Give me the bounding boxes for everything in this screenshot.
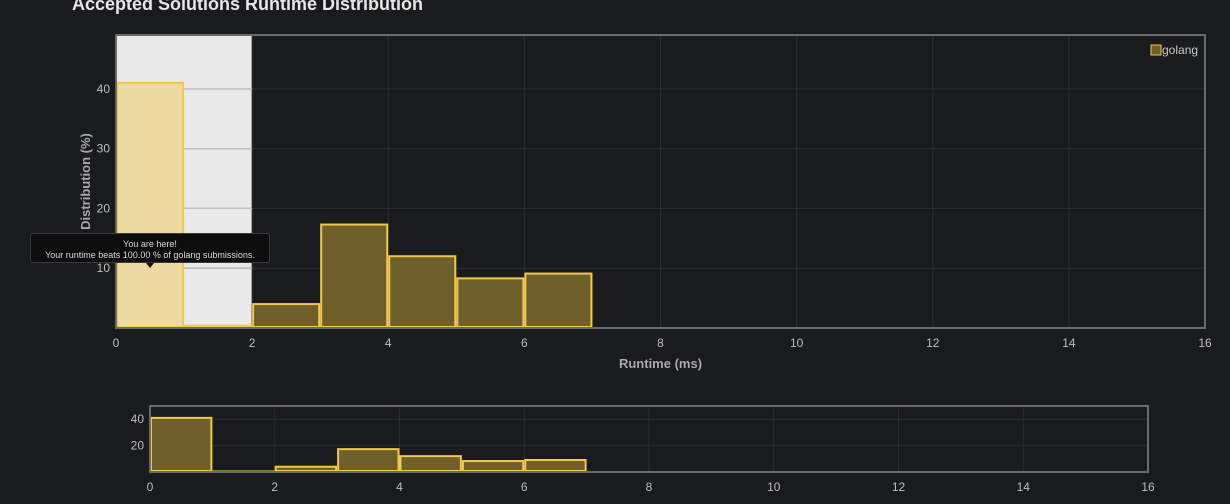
x-tick-label: 10 [790, 336, 804, 350]
histogram-bar [337, 448, 400, 473]
x-tick-label: 14 [1062, 336, 1076, 350]
histogram-bar [320, 223, 389, 328]
main-histogram: 0 2 4 6 8 10 12 14 16 10 20 30 40 Runtime (ms) Distrib… [78, 34, 1212, 371]
x-tick-label: 0 [113, 336, 120, 350]
tooltip-body: Your runtime beats 100.00 % of golang su… [45, 250, 255, 260]
histogram-bar [461, 460, 525, 473]
histogram-bar [252, 303, 321, 329]
overview-histogram[interactable]: 0 2 4 6 8 10 12 14 16 20 40 [131, 405, 1155, 494]
x-tick-label: 2 [249, 336, 256, 350]
x-tick-label: 6 [521, 336, 528, 350]
y-tick-label: 20 [97, 201, 111, 215]
histogram-bar [456, 277, 525, 328]
y-tick-label: 20 [131, 439, 145, 453]
x-tick-label: 12 [892, 480, 906, 494]
tooltip-caret [146, 263, 154, 268]
runtime-tooltip: You are here! Your runtime beats 100.00 … [30, 233, 270, 263]
legend-swatch [1150, 44, 1162, 56]
y-tick-label: 40 [131, 412, 145, 426]
histogram-bar [399, 455, 462, 473]
x-tick-label: 6 [521, 480, 528, 494]
x-tick-label: 10 [767, 480, 781, 494]
x-tick-label: 16 [1141, 480, 1155, 494]
x-tick-label: 4 [385, 336, 392, 350]
x-tick-label: 12 [926, 336, 940, 350]
y-tick-label: 40 [97, 82, 111, 96]
y-axis-title: Distribution (%) [78, 133, 93, 230]
x-tick-label: 4 [396, 480, 403, 494]
x-tick-label: 14 [1017, 480, 1031, 494]
tooltip-title: You are here! [123, 239, 177, 249]
plot-frame [115, 34, 1206, 329]
histogram-bar [184, 324, 253, 328]
histogram-bar [274, 465, 338, 473]
histogram-bar [116, 81, 185, 328]
x-tick-label: 8 [646, 480, 653, 494]
x-tick-label: 0 [147, 480, 154, 494]
x-tick-label: 2 [271, 480, 278, 494]
plot-frame [149, 405, 1149, 473]
legend-label: golang [1162, 43, 1198, 57]
x-tick-label: 8 [657, 336, 664, 350]
histogram-bar [150, 416, 213, 473]
y-tick-label: 10 [97, 261, 111, 275]
y-tick-label: 30 [97, 142, 111, 156]
x-tick-label: 16 [1198, 336, 1212, 350]
page-title: Accepted Solutions Runtime Distribution [72, 0, 424, 14]
histogram-bar [524, 458, 587, 473]
histogram-bar [388, 255, 457, 329]
x-axis-title: Runtime (ms) [619, 356, 702, 371]
histogram-bar [524, 272, 593, 329]
